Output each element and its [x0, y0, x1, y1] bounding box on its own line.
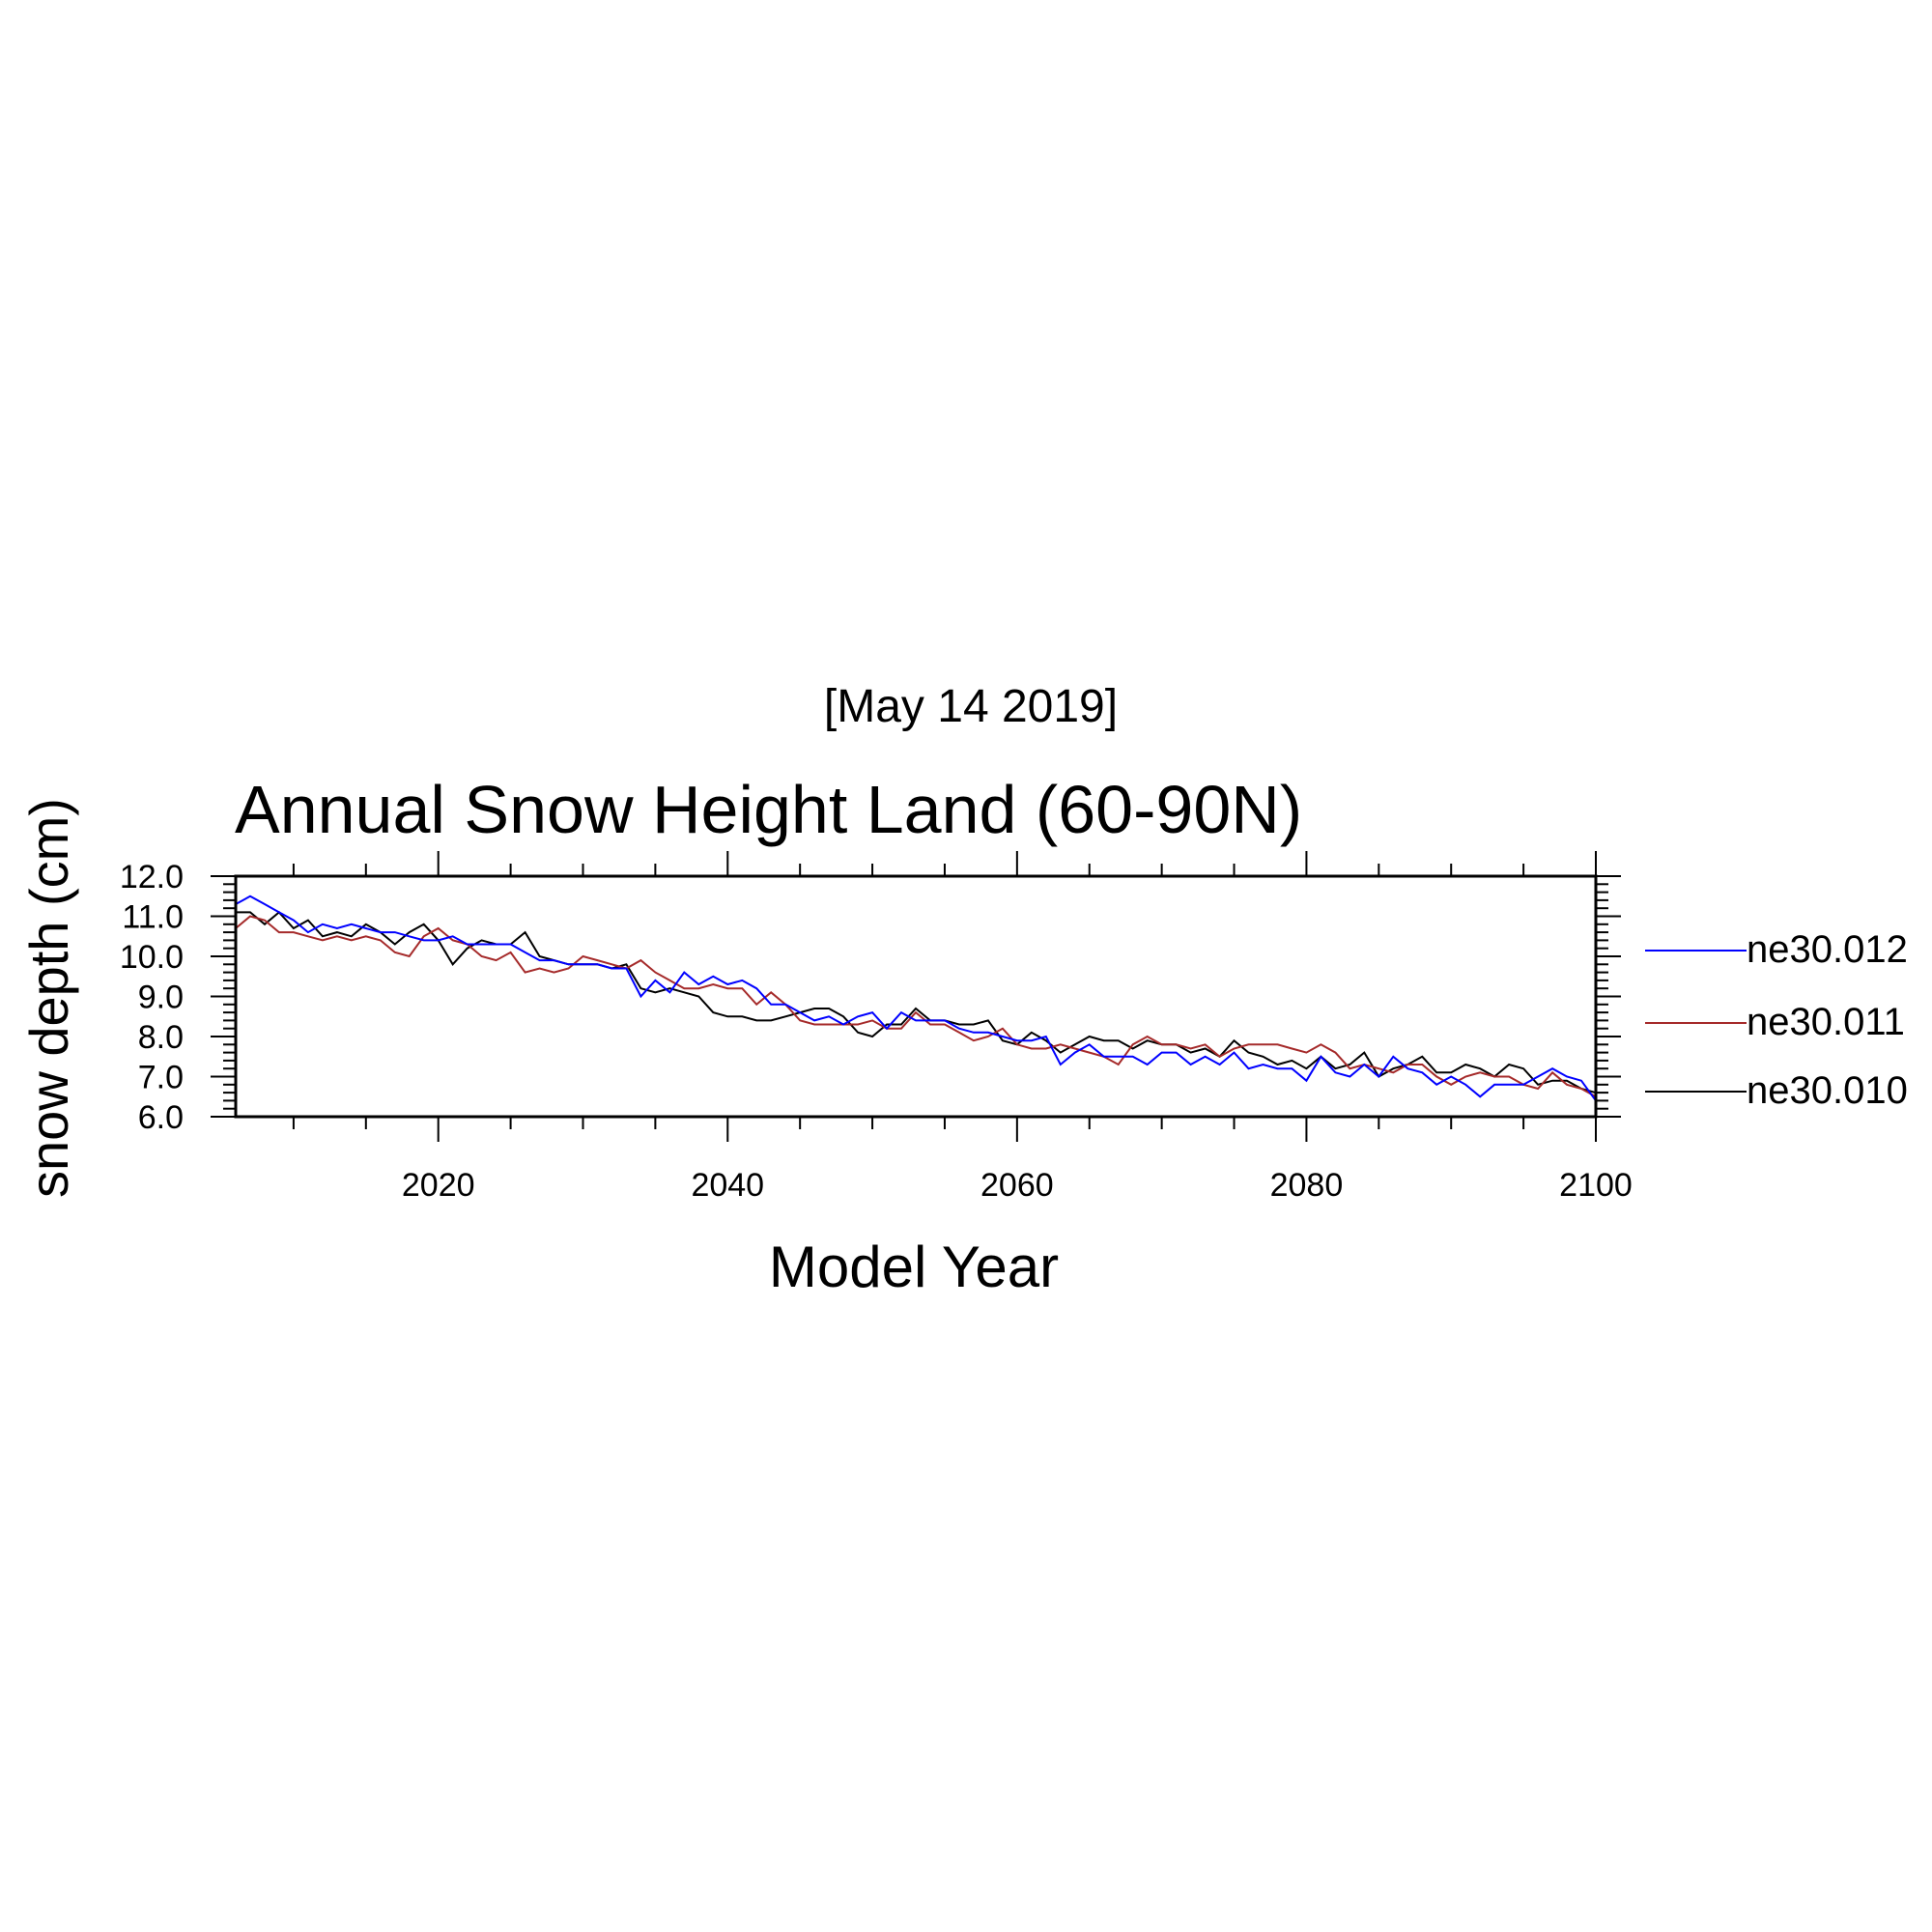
- axis-ticks: [211, 851, 1621, 1142]
- y-tick-label: 10.0: [120, 939, 184, 976]
- x-tick-label: 2100: [1559, 1167, 1633, 1204]
- y-tick-label: 11.0: [122, 899, 184, 936]
- y-tick-labels: 6.07.0 8.09.0 10.011.0 12.0: [120, 859, 184, 1136]
- x-tick-label: 2040: [691, 1167, 764, 1204]
- series-line-ne30-010: [236, 911, 1597, 1094]
- legend-label: ne30.012: [1747, 928, 1908, 971]
- x-tick-label: 2020: [402, 1167, 475, 1204]
- plot-frame: [234, 874, 1598, 1119]
- date-label: [May 14 2019]: [824, 681, 1118, 732]
- x-tick-label: 2060: [980, 1167, 1054, 1204]
- y-tick-label: 8.0: [138, 1019, 184, 1056]
- series-line-ne30-012: [235, 895, 1597, 1101]
- legend: ne30.012 ne30.011 ne30.010: [1645, 928, 1908, 1112]
- series-line-ne30-011: [235, 915, 1597, 1098]
- legend-label: ne30.010: [1747, 1069, 1908, 1112]
- x-tick-label: 2080: [1270, 1167, 1344, 1204]
- y-axis-label: snow depth (cm): [18, 798, 79, 1198]
- x-tick-labels: 2020 2040 2060 2080 2100: [402, 1167, 1633, 1204]
- legend-label: ne30.011: [1747, 1001, 1905, 1043]
- y-tick-label: 6.0: [138, 1099, 184, 1136]
- series-group: [235, 895, 1597, 1101]
- x-axis-label: Model Year: [769, 1235, 1059, 1299]
- y-tick-label: 7.0: [138, 1060, 184, 1096]
- chart-title: Annual Snow Height Land (60-90N): [235, 772, 1302, 847]
- y-tick-label: 12.0: [120, 859, 184, 895]
- y-tick-label: 9.0: [138, 980, 184, 1016]
